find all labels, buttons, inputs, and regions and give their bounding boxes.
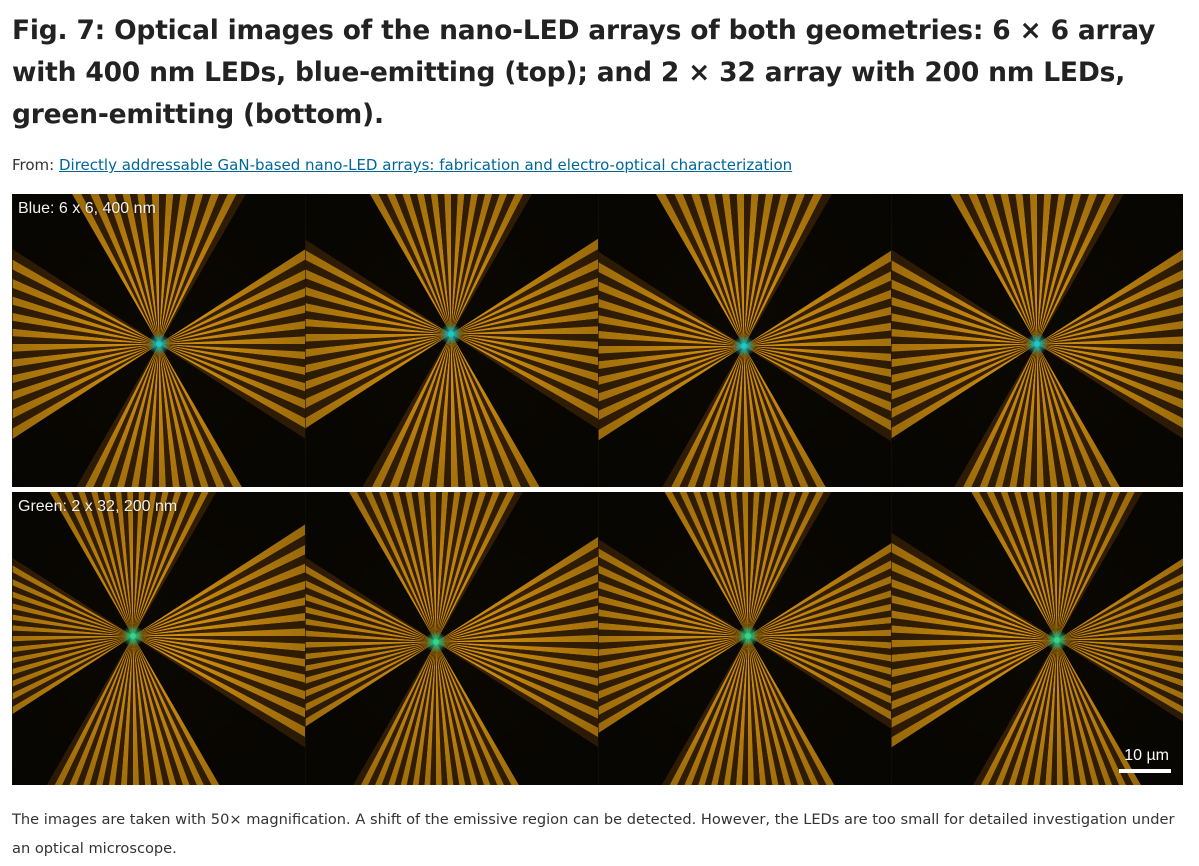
green-array-panel: Green: 2 x 32, 200 nm 10 µm xyxy=(12,492,1183,785)
source-article-link[interactable]: Directly addressable GaN-based nano-LED … xyxy=(59,156,793,174)
source-line: From: Directly addressable GaN-based nan… xyxy=(12,155,792,175)
green-panel-label: Green: 2 x 32, 200 nm xyxy=(18,498,178,515)
blue-array-micrograph xyxy=(12,194,1183,487)
figure-caption: The images are taken with 50× magnificat… xyxy=(12,811,1175,857)
blue-array-panel: Blue: 6 x 6, 400 nm xyxy=(12,194,1183,487)
scale-bar xyxy=(1119,769,1171,773)
scale-bar-label: 10 µm xyxy=(1124,747,1169,764)
figure-image: Blue: 6 x 6, 400 nm Green: 2 x 32, 200 n… xyxy=(12,194,1183,785)
source-prefix: From: xyxy=(12,156,59,174)
green-array-micrograph xyxy=(12,492,1183,785)
figure-title: Fig. 7: Optical images of the nano-LED a… xyxy=(12,15,1156,130)
blue-panel-label: Blue: 6 x 6, 400 nm xyxy=(18,200,156,217)
